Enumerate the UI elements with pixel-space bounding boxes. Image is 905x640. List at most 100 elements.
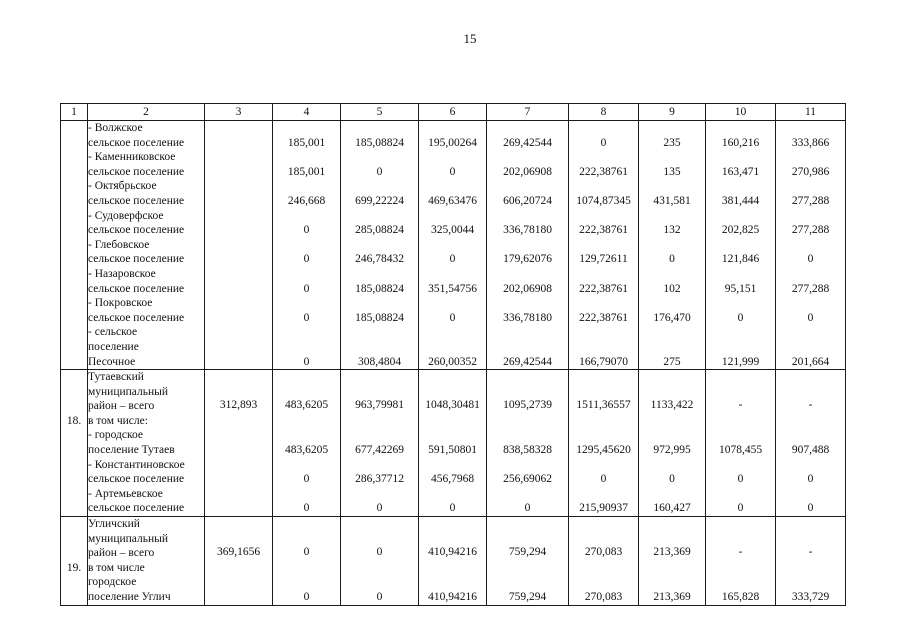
value-cell: 195,00264 — [418, 120, 487, 151]
value-cell: 275 — [638, 325, 706, 370]
column-header: 7 — [486, 103, 569, 121]
value-cell: 0 — [568, 457, 639, 487]
value-cell: 431,581 — [638, 179, 706, 209]
column-header: 2 — [87, 103, 205, 121]
column-header: 1 — [60, 103, 88, 121]
value-cell: 213,369 — [638, 575, 706, 606]
row-name-line: Тутаевский — [88, 371, 144, 384]
row-name-line: муниципальный — [88, 532, 169, 545]
row-name-line: - Глебовское — [88, 238, 150, 251]
data-table: 1 2 3 4 5 6 7 8 9 10 11 - Волжское сельское поселен… — [60, 103, 846, 606]
value-cell: 277,288 — [775, 208, 846, 238]
table-row: 18. Тутаевский муниципальный район – всего в… — [60, 369, 846, 429]
row-name-cell: Тутаевский муниципальный район – всего в то… — [87, 369, 205, 429]
table-header: 1 2 3 4 5 6 7 8 9 10 11 — [60, 103, 846, 121]
value-cell: 166,79070 — [568, 325, 639, 370]
value-cell: - — [775, 369, 846, 429]
value-cell: 132 — [638, 208, 706, 238]
table-row: - Судоверфское сельское поселение 0 285,088… — [60, 208, 846, 238]
value-cell: 0 — [418, 237, 487, 267]
value-cell: 606,20724 — [486, 179, 569, 209]
value-cell: 1295,45620 — [568, 428, 639, 458]
row-name-cell: - Константиновское сельское поселение — [87, 457, 205, 487]
row-name-line: район – всего — [88, 400, 155, 413]
row-name-line: Угличский — [88, 518, 140, 531]
table-row: - городское поселение Тутаев 483,6205 677,4… — [60, 428, 846, 458]
value-cell: 0 — [638, 457, 706, 487]
value-cell: 0 — [775, 296, 846, 326]
row-number-cell — [60, 208, 88, 238]
value-cell: 591,50801 — [418, 428, 487, 458]
column-header: 6 — [418, 103, 487, 121]
value-cell — [204, 486, 273, 517]
value-cell: 0 — [272, 237, 341, 267]
row-name-line: городское — [88, 576, 137, 589]
row-number-cell — [60, 179, 88, 209]
value-cell: 907,488 — [775, 428, 846, 458]
row-name-line: сельское поселение — [88, 473, 185, 486]
value-cell: 838,58328 — [486, 428, 569, 458]
value-cell: 0 — [272, 457, 341, 487]
value-cell: 1078,455 — [705, 428, 776, 458]
row-name-cell: - Октябрьское сельское поселение — [87, 179, 205, 209]
value-cell: 336,78180 — [486, 208, 569, 238]
row-number-cell — [60, 296, 88, 326]
table-row: - Глебовское сельское поселение 0 246,78432… — [60, 237, 846, 267]
row-name-cell: - Назаровское сельское поселение — [87, 266, 205, 297]
table-row: - Покровское сельское поселение 0 185,08824… — [60, 296, 846, 326]
value-cell: 176,470 — [638, 296, 706, 326]
value-cell: 163,471 — [705, 150, 776, 180]
value-cell: 222,38761 — [568, 296, 639, 326]
value-cell: 469,63476 — [418, 179, 487, 209]
row-name-line: сельское поселение — [88, 253, 185, 266]
value-cell: 972,995 — [638, 428, 706, 458]
row-name-line: сельское поселение — [88, 311, 185, 324]
value-cell: 202,06908 — [486, 266, 569, 297]
value-cell: 0 — [272, 575, 341, 606]
value-cell: 381,444 — [705, 179, 776, 209]
row-name-line: в том числе — [88, 561, 145, 574]
value-cell: 456,7968 — [418, 457, 487, 487]
value-cell: - — [705, 516, 776, 576]
value-cell: 269,42544 — [486, 120, 569, 151]
value-cell: 0 — [418, 296, 487, 326]
value-cell: 0 — [418, 486, 487, 517]
value-cell: 0 — [705, 486, 776, 517]
row-name-line: Песочное — [88, 355, 136, 368]
row-number-cell — [60, 575, 88, 606]
row-name-line: - городское — [88, 429, 144, 442]
value-cell: 185,08824 — [340, 296, 419, 326]
value-cell: 0 — [272, 486, 341, 517]
value-cell: 270,083 — [568, 575, 639, 606]
value-cell: 121,846 — [705, 237, 776, 267]
value-cell: 333,729 — [775, 575, 846, 606]
row-name-line: - Октябрьское — [88, 180, 157, 193]
value-cell: 165,828 — [705, 575, 776, 606]
row-number-cell — [60, 237, 88, 267]
column-header: 5 — [340, 103, 419, 121]
row-name-line: - Назаровское — [88, 267, 156, 280]
row-name-cell: - городское поселение Тутаев — [87, 428, 205, 458]
row-name-line: муниципальный — [88, 385, 169, 398]
row-name-line: сельское поселение — [88, 165, 185, 178]
row-name-cell: - Судоверфское сельское поселение — [87, 208, 205, 238]
value-cell: 369,1656 — [204, 516, 273, 576]
value-cell: 202,06908 — [486, 150, 569, 180]
row-name-line: - Константиновское — [88, 458, 185, 471]
row-name-cell: - Каменниковское сельское поселение — [87, 150, 205, 180]
value-cell: 160,216 — [705, 120, 776, 151]
row-name-line: сельское поселение — [88, 502, 185, 515]
row-name-cell: - Покровское сельское поселение — [87, 296, 205, 326]
value-cell: 160,427 — [638, 486, 706, 517]
value-cell: 185,08824 — [340, 266, 419, 297]
value-cell: 336,78180 — [486, 296, 569, 326]
value-cell: 759,294 — [486, 516, 569, 576]
row-number-cell — [60, 120, 88, 151]
value-cell: 0 — [272, 208, 341, 238]
row-name-line: - Судоверфское — [88, 209, 164, 222]
column-header: 10 — [705, 103, 776, 121]
value-cell: 1511,36557 — [568, 369, 639, 429]
value-cell: 213,369 — [638, 516, 706, 576]
value-cell: 0 — [775, 486, 846, 517]
